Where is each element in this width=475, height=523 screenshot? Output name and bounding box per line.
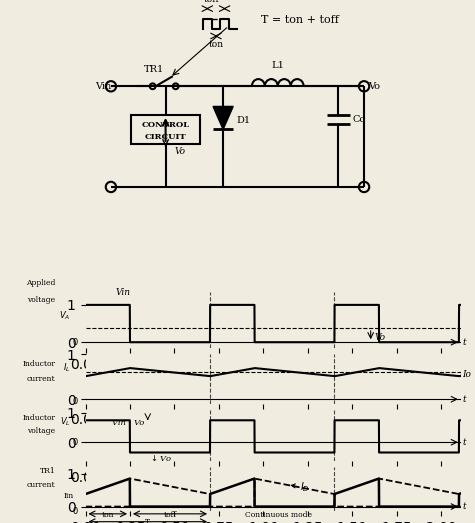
Text: TR1: TR1 <box>40 468 56 475</box>
Text: Inductor: Inductor <box>22 360 56 368</box>
Text: Inductor: Inductor <box>22 414 56 422</box>
Text: t: t <box>463 502 466 511</box>
Text: Co: Co <box>352 115 366 124</box>
Text: $\downarrow$Vo: $\downarrow$Vo <box>149 453 171 463</box>
Text: D1: D1 <box>236 116 250 126</box>
Text: Vo: Vo <box>174 147 185 156</box>
FancyBboxPatch shape <box>131 115 200 144</box>
Text: current: current <box>27 375 56 383</box>
Text: Io: Io <box>463 370 471 379</box>
Text: TR1: TR1 <box>144 65 164 74</box>
Text: $V_L$: $V_L$ <box>60 415 70 428</box>
Text: CIRCUIT: CIRCUIT <box>145 133 186 141</box>
Text: ton: ton <box>102 510 114 519</box>
Text: Vo: Vo <box>369 82 380 91</box>
Polygon shape <box>213 107 233 130</box>
Text: t: t <box>463 438 466 447</box>
Text: 0: 0 <box>73 507 78 516</box>
Text: voltage: voltage <box>28 296 56 304</box>
Text: ton: ton <box>209 40 224 49</box>
Text: $I_L$: $I_L$ <box>63 362 70 374</box>
Text: L1: L1 <box>271 62 284 71</box>
Text: Iin: Iin <box>64 492 74 500</box>
Text: Vo: Vo <box>374 334 385 343</box>
Text: CONTROL: CONTROL <box>142 121 190 129</box>
Text: Vin: Vin <box>115 288 131 298</box>
Text: T = ton + toff: T = ton + toff <box>260 15 338 25</box>
Text: 0: 0 <box>73 438 78 447</box>
Text: 0: 0 <box>73 338 78 347</box>
Text: toff: toff <box>163 510 177 519</box>
Text: 0: 0 <box>73 397 78 406</box>
Text: $V_A$: $V_A$ <box>59 309 70 322</box>
Text: voltage: voltage <box>28 427 56 435</box>
Text: $I_D$: $I_D$ <box>291 480 310 494</box>
Text: t: t <box>463 338 466 347</box>
Text: Vin - Vo: Vin - Vo <box>112 419 144 427</box>
Text: Applied: Applied <box>26 279 56 288</box>
Text: Continuous mode: Continuous mode <box>245 511 312 519</box>
Text: t: t <box>463 395 466 404</box>
Text: T: T <box>145 518 150 523</box>
Text: toff: toff <box>204 0 219 4</box>
Text: Vin: Vin <box>95 82 111 91</box>
Text: current: current <box>27 481 56 489</box>
